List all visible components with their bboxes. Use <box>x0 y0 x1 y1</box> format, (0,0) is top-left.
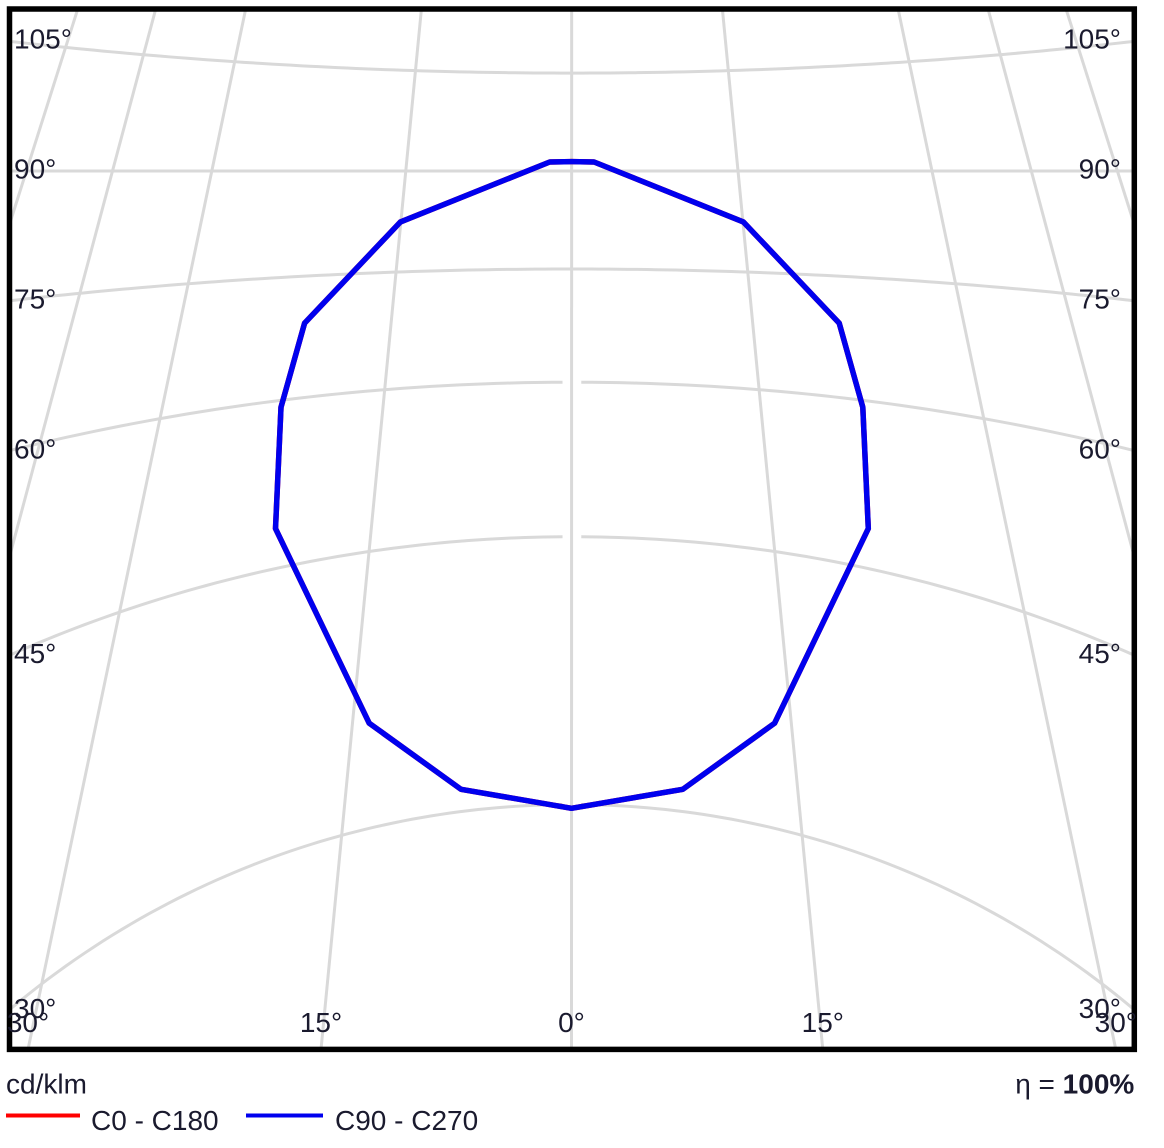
svg-text:105°: 105° <box>14 24 72 55</box>
svg-text:60°: 60° <box>1079 433 1121 464</box>
svg-text:105°: 105° <box>1063 24 1121 55</box>
svg-text:C90 - C270: C90 - C270 <box>335 1105 478 1136</box>
svg-text:15°: 15° <box>300 1007 342 1038</box>
svg-text:45°: 45° <box>1079 638 1121 669</box>
svg-text:30°: 30° <box>1095 1007 1137 1038</box>
svg-text:75°: 75° <box>14 283 56 314</box>
svg-text:30°: 30° <box>7 1007 49 1038</box>
svg-text:60°: 60° <box>14 433 56 464</box>
svg-text:cd/klm: cd/klm <box>6 1069 87 1100</box>
svg-text:C0 - C180: C0 - C180 <box>91 1105 219 1136</box>
svg-text:75°: 75° <box>1079 283 1121 314</box>
svg-text:η = 100%: η = 100% <box>1015 1069 1134 1100</box>
svg-text:45°: 45° <box>14 638 56 669</box>
svg-text:15°: 15° <box>802 1007 844 1038</box>
svg-text:90°: 90° <box>1079 153 1121 184</box>
svg-text:90°: 90° <box>14 153 56 184</box>
svg-text:0°: 0° <box>558 1007 585 1038</box>
